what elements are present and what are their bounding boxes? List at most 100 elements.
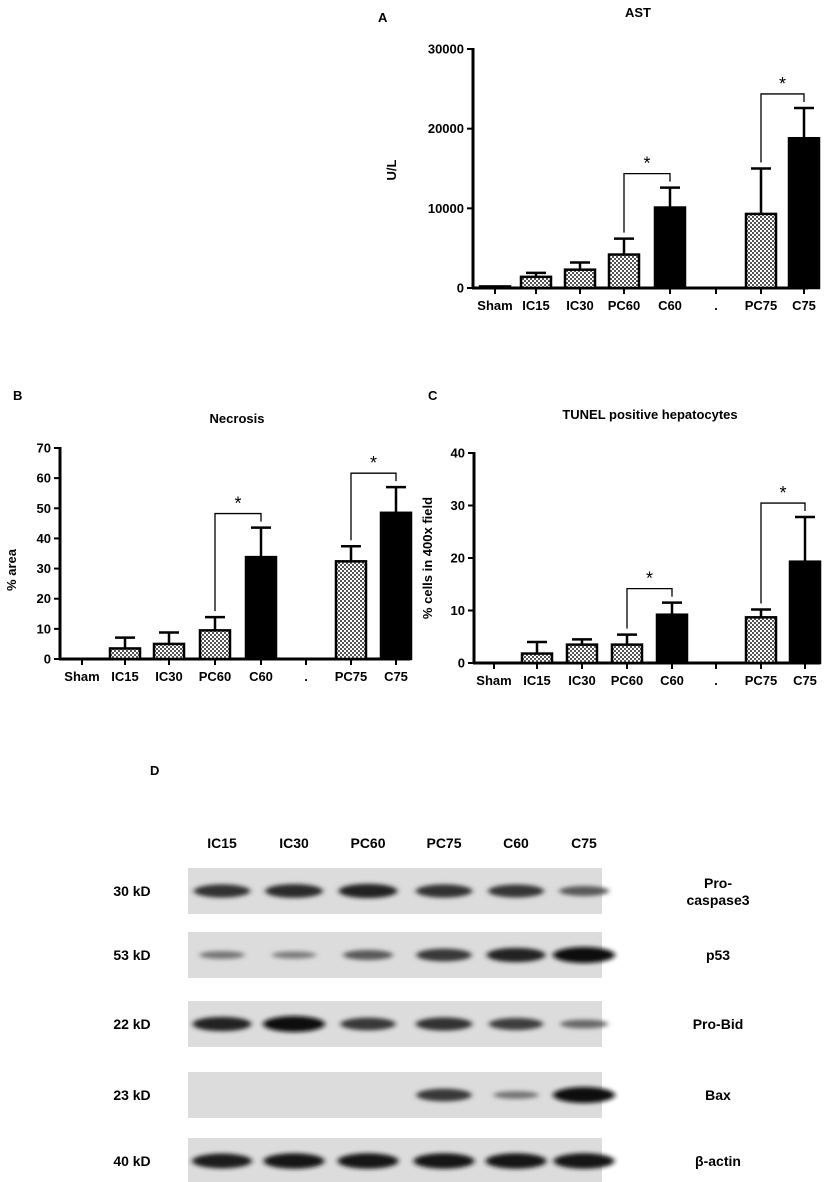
blot-band [415, 884, 473, 898]
blot-lane-label: C60 [503, 835, 529, 851]
panel-c-bar-ic30 [565, 643, 599, 665]
blot-band [192, 1016, 252, 1032]
panel-b-x-tick-label: IC30 [155, 669, 182, 684]
panel-b-title: Necrosis [210, 411, 265, 426]
panel-c-y-tick-label: 40 [451, 446, 465, 461]
panel-c-x-tick-label: PC60 [611, 673, 644, 688]
panel-b-x-tick-label: C75 [384, 669, 408, 684]
panel-a-title: AST [625, 5, 651, 20]
panel-b-bar-ic15 [108, 647, 142, 661]
panel-letter-d: D [150, 763, 159, 778]
blot-protein-label: caspase3 [686, 892, 749, 908]
blot-lane-label: PC60 [350, 835, 385, 851]
blot-lane-label: PC75 [426, 835, 461, 851]
panel-b-significance-bracket [214, 512, 262, 612]
panel-c-bar-pc60 [610, 643, 644, 665]
panel-b-significance-star: * [234, 494, 241, 514]
blot-band [488, 1017, 544, 1031]
blot-band [193, 884, 251, 898]
panel-b-x-tick-label: PC60 [199, 669, 232, 684]
panel-a-y-tick-label: 20000 [428, 121, 464, 136]
panel-b-bar-c75 [379, 511, 413, 661]
panel-a-x-tick-label: . [714, 298, 718, 313]
blot-band [192, 1153, 252, 1169]
panel-a-bar-c60 [653, 206, 687, 290]
panel-c-y-tick-label: 20 [451, 551, 465, 566]
blot-lane-label: C75 [571, 835, 597, 851]
panel-letter-c: C [428, 388, 438, 403]
western-blot-panel: IC15 IC30 PC60 PC75 C60 C75 30 kD Pro-caspase3 5… [113, 835, 750, 1182]
panel-a-x-tick-label: IC30 [566, 298, 593, 313]
blot-band [263, 1016, 325, 1032]
panel-c-chart: TUNEL positive hepatocytes % cells in 40… [420, 407, 822, 688]
panel-c-x-tick-label: C75 [793, 673, 817, 688]
panel-c-bar-c60 [655, 613, 689, 665]
panel-b-x-tick-label: C60 [249, 669, 273, 684]
panel-c-bar-c75 [788, 560, 822, 665]
panel-b-bar-c60 [244, 555, 278, 661]
blot-band [199, 951, 245, 959]
panel-a-bar-pc75 [744, 212, 778, 290]
blot-band [265, 884, 323, 898]
panel-b-y-tick-label: 10 [37, 621, 51, 636]
blot-lane-label: IC15 [207, 835, 237, 851]
panel-b-bar-ic30 [152, 642, 186, 661]
panel-c-x-tick-label: PC75 [745, 673, 778, 688]
panel-letter-a: A [378, 10, 388, 25]
panel-b-y-tick-label: 0 [44, 652, 51, 667]
panel-c-y-tick-label: 30 [451, 498, 465, 513]
panel-a-bar-pc60 [607, 253, 641, 290]
panel-c-title: TUNEL positive hepatocytes [562, 407, 737, 422]
panel-b-significance-star: * [370, 453, 377, 473]
blot-band [263, 1153, 325, 1169]
panel-c-x-tick-label: IC30 [568, 673, 595, 688]
panel-a-plot: 0 10000 20000 30000 Sham IC15 IC30 PC60 C60. PC75… [428, 42, 821, 313]
panel-c-significance-bracket [626, 587, 673, 629]
panel-a-bar-ic30 [563, 268, 597, 290]
blot-lane-label: IC30 [279, 835, 309, 851]
blot-protein-label: Bax [705, 1087, 731, 1103]
blot-band [416, 948, 472, 962]
panel-c-significance-bracket [760, 502, 806, 604]
panel-b-significance-bracket [350, 472, 397, 541]
panel-b-y-tick-label: 40 [37, 531, 51, 546]
panel-b-y-tick-label: 20 [37, 591, 51, 606]
blot-membrane [188, 1072, 602, 1118]
panel-b-x-tick-label: Sham [64, 669, 99, 684]
panel-a-x-tick-label: Sham [477, 298, 512, 313]
panel-c-x-tick-label: C60 [660, 673, 684, 688]
panel-c-x-tick-label: . [714, 673, 718, 688]
blot-band [338, 883, 398, 899]
blot-molecular-weight: 53 kD [113, 947, 150, 963]
blot-molecular-weight: 23 kD [113, 1087, 150, 1103]
blot-molecular-weight: 22 kD [113, 1016, 150, 1032]
panel-a-significance-bracket [623, 172, 671, 233]
panel-c-ylabel: % cells in 400x field [420, 497, 435, 619]
blot-band [486, 947, 546, 963]
panel-b-y-tick-label: 60 [37, 471, 51, 486]
blot-protein-label: β-actin [695, 1153, 741, 1169]
panel-a-x-tick-label: IC15 [522, 298, 549, 313]
panel-a-bar-ic15 [519, 275, 553, 290]
panel-b-y-tick-label: 30 [37, 561, 51, 576]
panel-c-bar-pc75 [744, 616, 778, 665]
blot-protein-label: Pro- [704, 875, 732, 891]
blot-band [553, 1087, 615, 1103]
panel-a-x-tick-label: C60 [658, 298, 682, 313]
panel-c-y-tick-label: 0 [458, 656, 465, 671]
panel-b-ylabel: % area [4, 548, 19, 591]
panel-a-y-tick-label: 30000 [428, 42, 464, 57]
panel-b-plot: 0 10 20 30 40 50 60 70 Sham IC15 IC30 PC60 C60. PC75 C… [37, 441, 413, 684]
blot-band [413, 1153, 475, 1169]
panel-a-significance-star: * [643, 154, 650, 174]
panel-c-x-tick-label: IC15 [523, 673, 550, 688]
panel-b-bar-pc60 [198, 629, 232, 661]
panel-a-x-tick-label: PC60 [608, 298, 641, 313]
panel-c-y-tick-label: 10 [451, 603, 465, 618]
panel-c-significance-star: * [646, 569, 653, 589]
panel-b-x-tick-label: PC75 [335, 669, 368, 684]
panel-letter-b: B [13, 388, 22, 403]
blot-band [488, 884, 544, 898]
panel-a-significance-star: * [779, 74, 786, 94]
